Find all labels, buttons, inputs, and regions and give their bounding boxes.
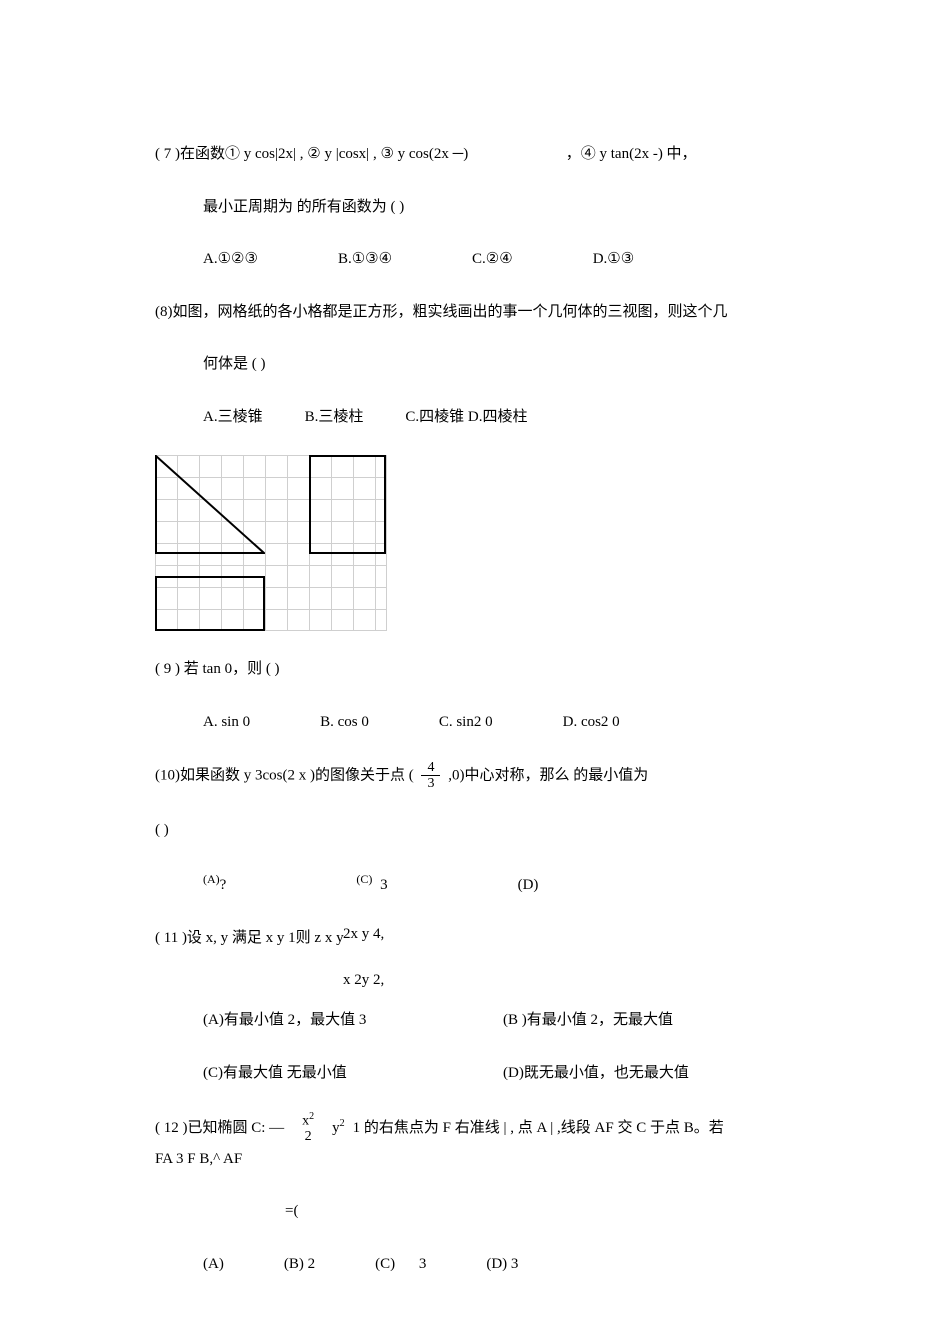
frac-num: 4 (421, 760, 440, 776)
q11-opt-c: (C)有最大值 无最小值 (203, 1059, 503, 1088)
q12-fraction: x2 2 (296, 1111, 320, 1144)
rect-view (155, 576, 265, 631)
q12-frac-den: 2 (299, 1129, 318, 1144)
q10-fraction: 4 3 (421, 760, 440, 792)
q12-optC-val: 3 (419, 1256, 427, 1272)
q9-opt-c: C. sin2 0 (439, 708, 493, 737)
q10-optC-label: (C) (356, 872, 372, 886)
q7-stem-a: ( 7 )在函数① y cos|2x| , ② y |cosx| , ③ y c… (155, 146, 468, 162)
q12-y-exp: 2 (340, 1118, 345, 1129)
q10-options: (A)? (C) 3 (D) (155, 868, 790, 900)
q12-rest: 1 的右焦点为 F 右准线 | , 点 A | ,线段 AF 交 C 于点 B。… (353, 1114, 724, 1143)
q11-c2: x 2y 2, (343, 968, 384, 992)
q7-opt-a: A.①②③ (203, 245, 258, 274)
q8-opt-b: B.三棱柱 (305, 403, 364, 432)
q11-options: (A)有最小值 2，最大值 3 (B )有最小值 2，无最大值 (C)有最大值 … (155, 1006, 790, 1087)
q7-opt-c: C.②④ (472, 245, 513, 274)
q10-stem-b: ,0)中心对称，那么 的最小值为 (448, 767, 648, 783)
q12-y2: y2 (332, 1114, 345, 1143)
q8-options: A.三棱锥 B.三棱柱 C.四棱锥 D.四棱柱 (155, 403, 790, 432)
q12-opt-b: (B) 2 (284, 1250, 315, 1279)
q7-opt-d: D.①③ (593, 245, 634, 274)
triangle-view (155, 455, 265, 554)
q11-opt-a: (A)有最小值 2，最大值 3 (203, 1006, 503, 1035)
q12-x-exp: 2 (309, 1111, 314, 1122)
q10-optA-val: ? (220, 877, 227, 893)
frac-den: 3 (421, 776, 440, 791)
q8-figure (155, 455, 387, 631)
q11-constraint-block: 2x y 4, x 2y 2, (343, 922, 384, 992)
q12-lead: ( 12 )已知椭圆 C: — (155, 1114, 284, 1143)
q9-opt-b: B. cos 0 (320, 708, 369, 737)
q10-opt-a: (A)? (203, 868, 226, 900)
q7-line2: 最小正周期为 的所有函数为 ( ) (155, 193, 790, 222)
q7-options: A.①②③ B.①③④ C.②④ D.①③ (155, 245, 790, 274)
q12-options: (A) (B) 2 (C) 3 (D) 3 (155, 1250, 790, 1279)
q10-stem-a: (10)如果函数 y 3cos(2 x )的图像关于点 ( (155, 767, 414, 783)
q12-y: y (332, 1120, 340, 1136)
q8-opt-a: A.三棱锥 (203, 403, 263, 432)
q8-stem: (8)如图，网格纸的各小格都是正方形，粗实线画出的事一个几何体的三视图，则这个几 (155, 298, 790, 327)
square-view (309, 455, 386, 554)
q9-opt-a: A. sin 0 (203, 708, 250, 737)
q11-opt-d: (D)既无最小值，也无最大值 (503, 1059, 803, 1088)
q10-stem: (10)如果函数 y 3cos(2 x )的图像关于点 ( 4 3 ,0)中心对… (155, 760, 790, 792)
q11-opt-b: (B )有最小值 2，无最大值 (503, 1006, 803, 1035)
q9-options: A. sin 0 B. cos 0 C. sin2 0 D. cos2 0 (155, 708, 790, 737)
q11-stem: ( 11 )设 x, y 满足 x y 1则 z x y (155, 924, 790, 953)
q12-eq: =( (155, 1197, 790, 1226)
q12-line2: FA 3 F B,^ AF (155, 1145, 790, 1174)
q10-optA-label: (A) (203, 872, 220, 886)
q12-opt-c: (C) 3 (375, 1250, 426, 1279)
q12-stem: ( 12 )已知椭圆 C: — x2 2 y2 1 的右焦点为 F 右准线 | … (155, 1111, 790, 1144)
q10-optC-val: 3 (380, 877, 388, 893)
q12-line2a: FA 3 F B,^ AF (155, 1151, 242, 1167)
q10-paren: ( ) (155, 816, 790, 845)
q11-lead: ( 11 )设 x, y 满足 x y 1则 z x y (155, 924, 344, 953)
q10-opt-d: (D) (518, 871, 539, 900)
q7-stem-b: ，④ y tan(2x -) 中， (566, 146, 697, 162)
q9-stem: ( 9 ) 若 tan 0，则 ( ) (155, 655, 790, 684)
q7-stem: ( 7 )在函数① y cos|2x| , ② y |cosx| , ③ y c… (155, 140, 790, 169)
q8-line2: 何体是 ( ) (155, 350, 790, 379)
q12-optC-label: (C) (375, 1256, 395, 1272)
q10-opt-c: (C) 3 (356, 868, 387, 900)
q9-opt-d: D. cos2 0 (563, 708, 620, 737)
q12-opt-d: (D) 3 (486, 1250, 518, 1279)
q12-frac-num: x2 (296, 1111, 320, 1129)
q8-opt-cd: C.四棱锥 D.四棱柱 (405, 403, 527, 432)
q7-opt-b: B.①③④ (338, 245, 392, 274)
q12-opt-a: (A) (203, 1250, 224, 1279)
q11-c1: 2x y 4, (343, 922, 384, 946)
